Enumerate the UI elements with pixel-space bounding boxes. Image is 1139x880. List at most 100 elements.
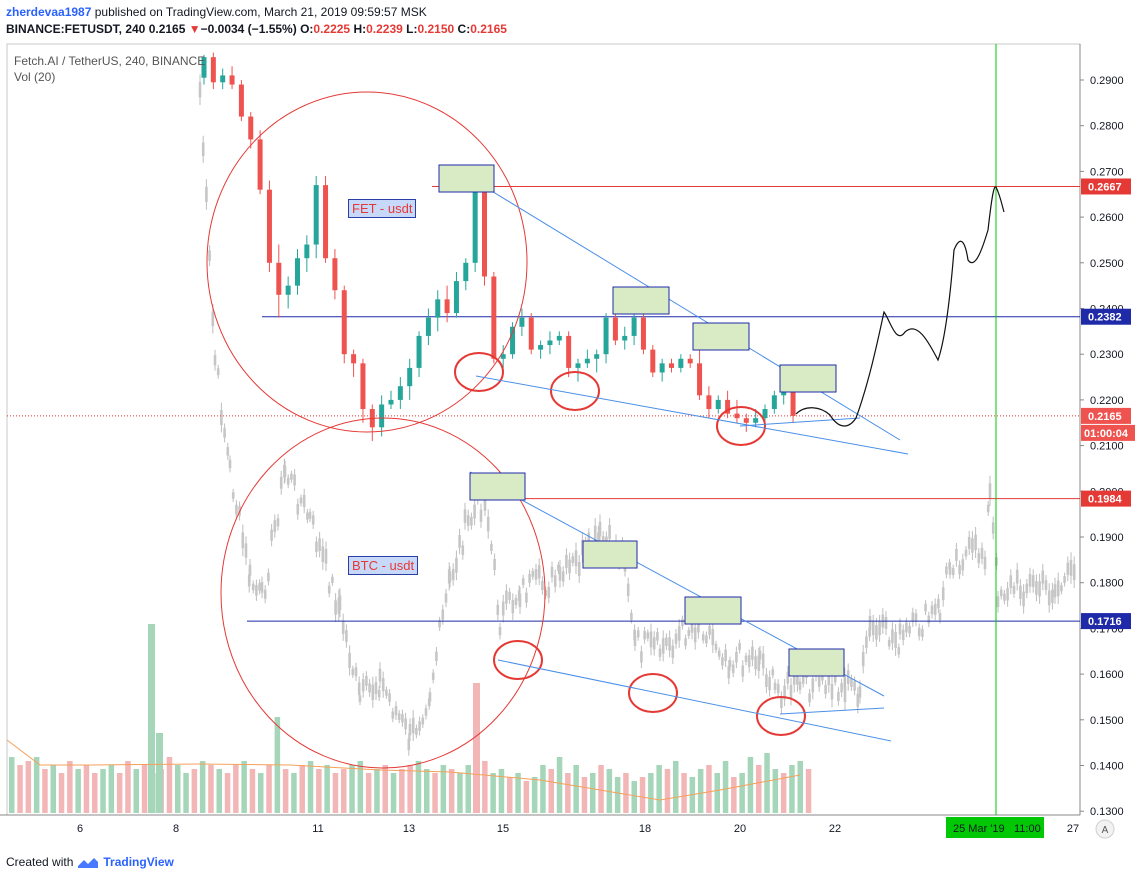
btc-overlay-bar-body [964, 549, 968, 557]
btc-overlay-bar-body [824, 684, 827, 694]
trendline-btc-short [779, 707, 885, 715]
btc-overlay-bar-body [407, 738, 411, 751]
volume-bar [581, 777, 588, 813]
x-tick-label: 15 [497, 823, 509, 835]
fet-candle-body [697, 363, 703, 396]
btc-overlay-bar-body [483, 500, 487, 511]
volume-bar [531, 777, 538, 813]
low-value: 0.2150 [417, 22, 455, 36]
y-tick-label: 0.2300 [1090, 349, 1124, 361]
volume-bar [67, 761, 73, 813]
y-tick-label: 0.2800 [1090, 121, 1124, 133]
fet-candle-body [584, 358, 590, 364]
published-text: published on TradingView.com, March 21, … [91, 5, 427, 19]
volume-bar [208, 765, 214, 813]
btc-overlay-bar-body [374, 682, 378, 695]
btc-overlay-bar-body [761, 653, 765, 669]
high-value: 0.2239 [366, 22, 403, 36]
x-tick-label-crosshair-time: 11:00 [1014, 823, 1041, 835]
fet-candle-body [491, 276, 497, 359]
btc-overlay-bar-body [597, 532, 600, 546]
volume-bar [731, 777, 737, 813]
btc-overlay-bar-body [971, 538, 974, 553]
btc-overlay-bar-body [1022, 591, 1025, 607]
btc-overlay-bar-body [908, 625, 911, 634]
btc-overlay-bar-body [924, 603, 927, 612]
resistance-zone-box [438, 164, 495, 193]
volume-spike-bar [148, 624, 155, 813]
btc-overlay-bar-body [980, 547, 984, 559]
volume-bar [25, 761, 32, 813]
volume-bar [747, 757, 754, 813]
btc-overlay-bar-body [878, 621, 881, 636]
btc-overlay-bar-body [331, 576, 334, 583]
btc-overlay-bar-body [1060, 585, 1063, 592]
x-tick-label-crosshair-date: 25 Mar '19 [953, 823, 1005, 835]
fet-candle-body [276, 262, 282, 295]
btc-overlay-bar-body [843, 686, 847, 703]
change-down-icon: ▼ [188, 22, 201, 36]
btc-overlay-bar-body [334, 600, 337, 615]
ohlc-line: BINANCE:FETUSDT, 240 0.2165 ▼−0.0034 (−1… [6, 22, 507, 36]
volume-bar [116, 773, 123, 813]
y-tick-label: 0.1500 [1090, 715, 1124, 727]
volume-bar [108, 765, 115, 813]
price-label-box [1081, 308, 1131, 325]
fet-candle-body [612, 317, 618, 341]
btc-overlay-bar-body [458, 535, 461, 548]
btc-overlay-bar-body [955, 548, 958, 561]
btc-overlay-bar-body [668, 637, 671, 651]
btc-overlay-bar-body [211, 311, 215, 327]
btc-overlay-bar-body [930, 605, 934, 615]
btc-overlay-bar-body [771, 669, 775, 676]
volume-bar [382, 765, 388, 813]
fet-candle-body [463, 262, 469, 282]
btc-overlay-bar-body [868, 615, 872, 631]
btc-overlay-bar-body [391, 711, 395, 719]
volume-bar [33, 757, 40, 813]
fet-candle-body [762, 409, 768, 419]
btc-overlay-bar-body [827, 669, 831, 686]
btc-overlay-bar-body [377, 689, 381, 698]
btc-overlay-bar-body [528, 573, 531, 583]
btc-overlay-bar-body [811, 678, 815, 693]
fet-candle-body [575, 363, 581, 368]
volume-bar [407, 765, 413, 813]
low-point-circle [628, 673, 678, 713]
fet-candle-body [790, 388, 796, 416]
btc-overlay-bar-body [505, 590, 508, 604]
btc-overlay-bar-body [428, 692, 432, 702]
footer-brand-link[interactable]: TradingView [103, 855, 174, 869]
btc-overlay-bar-body [705, 635, 708, 644]
btc-overlay-bar-body [905, 622, 908, 633]
high-label: H: [353, 22, 367, 36]
btc-overlay-bar-body [276, 518, 280, 527]
resistance-zone-box [692, 322, 750, 351]
volume-bar [673, 761, 679, 813]
volume-bar [805, 769, 812, 813]
btc-overlay-bar-body [875, 625, 878, 640]
btc-overlay-bar-body [521, 578, 525, 585]
fet-candle-body [341, 290, 347, 355]
volume-bar [233, 765, 239, 813]
btc-overlay-bar-body [351, 668, 355, 675]
btc-overlay-bar-body [290, 473, 293, 480]
btc-overlay-bar-body [1006, 588, 1009, 601]
volume-bar [100, 769, 106, 813]
btc-overlay-bar-body [765, 674, 768, 687]
btc-overlay-bar-body [887, 639, 891, 647]
fet-candle-body [257, 139, 263, 190]
btc-overlay-bar-body [786, 671, 790, 684]
btc-overlay-bar-body [308, 511, 312, 519]
btc-overlay-bar-body [646, 632, 650, 639]
btc-overlay-bar-body [315, 541, 318, 553]
fet-candle-body [650, 349, 656, 373]
fet-candle-body [771, 395, 777, 410]
btc-overlay-bar-body [248, 564, 252, 577]
username-link[interactable]: zherdevaa1987 [6, 5, 92, 19]
fet-candle-body [482, 189, 487, 277]
btc-overlay-bar-body [747, 655, 751, 667]
btc-overlay-bar-body [898, 623, 902, 635]
open-label: O: [300, 22, 314, 36]
